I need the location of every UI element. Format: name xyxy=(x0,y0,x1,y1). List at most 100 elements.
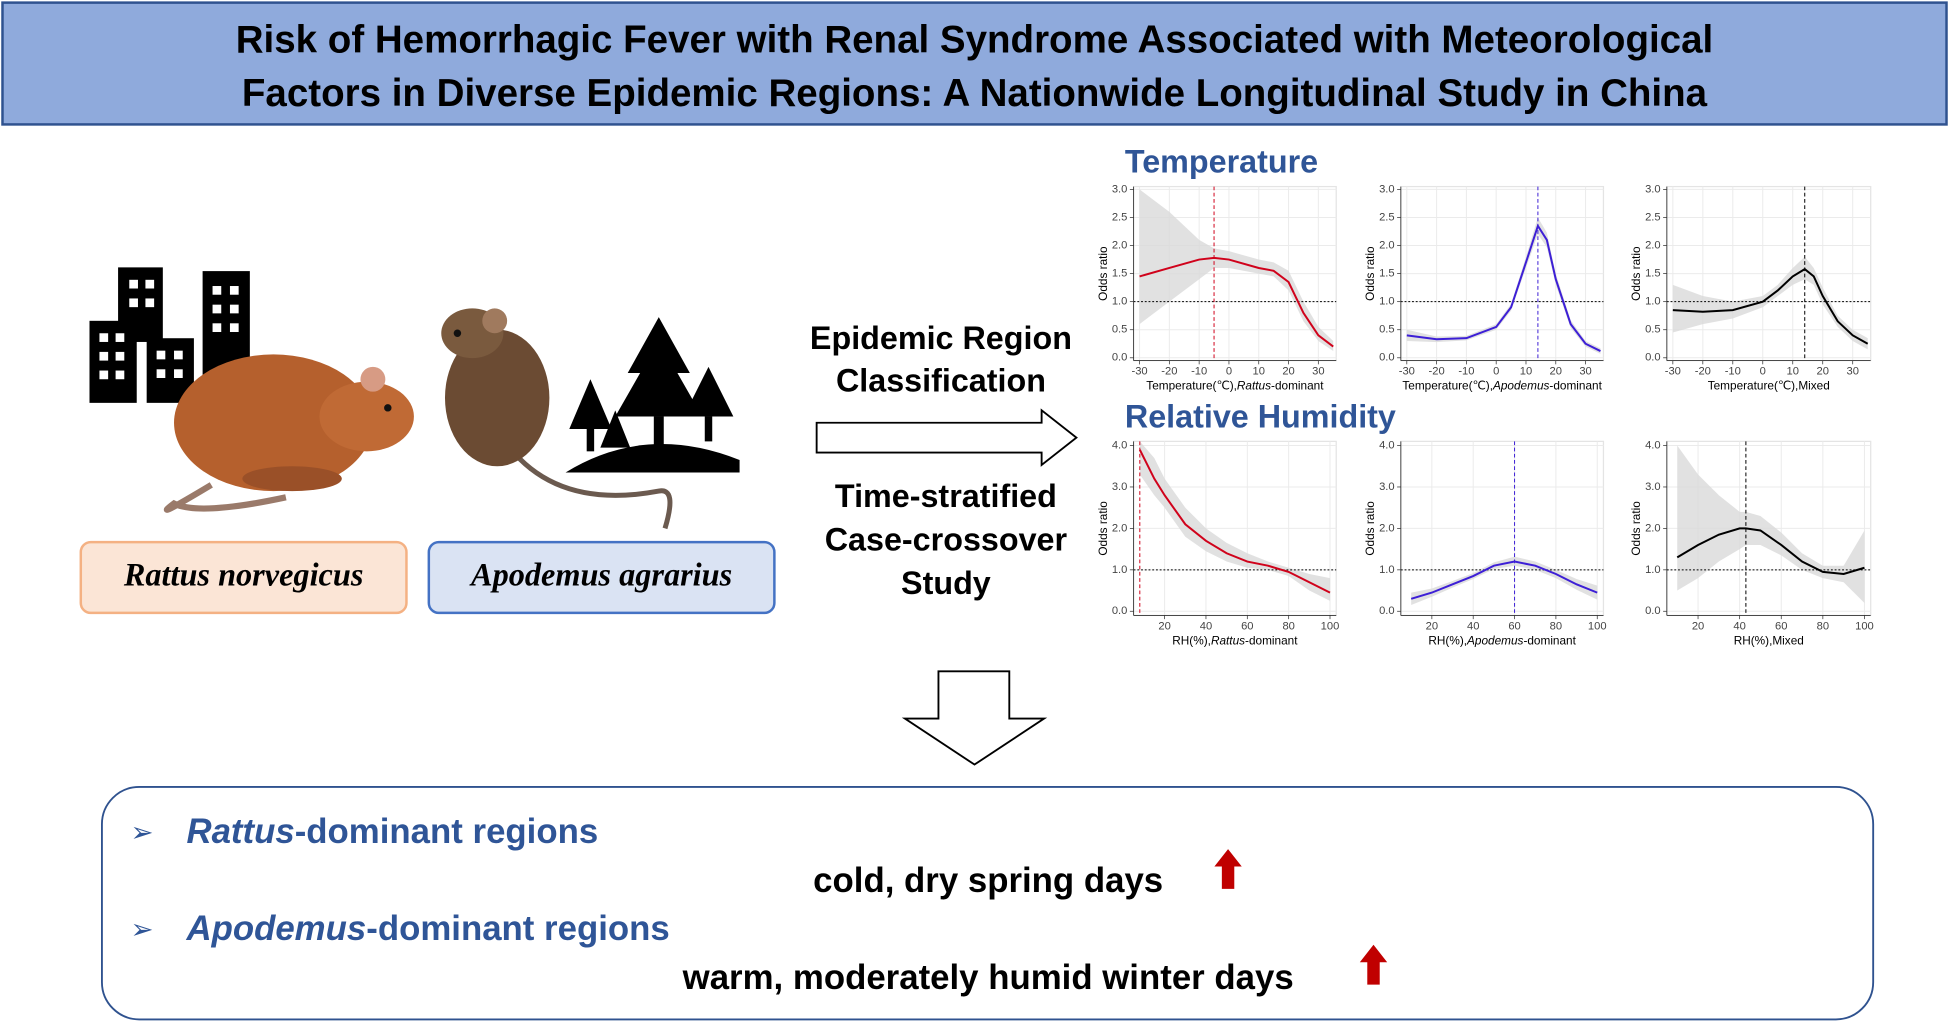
trees-icon xyxy=(565,317,740,473)
x-tick-label: 80 xyxy=(1282,621,1294,633)
or-curve xyxy=(1410,560,1598,600)
x-tick-label: 20 xyxy=(1692,621,1704,633)
section-title: Temperature xyxy=(1125,144,1318,180)
or-curve xyxy=(1139,256,1334,348)
y-tick-label: 1.0 xyxy=(1645,296,1661,308)
y-axis-label: Odds ratio xyxy=(1629,501,1643,556)
confidence-band xyxy=(1411,556,1598,606)
x-axis-label: Temperature(℃),Rattus-dominant xyxy=(1146,379,1324,393)
chart: 0.0 1.0 2.0 3.0 4.0 20 40 60 80 100 Odds ratio RH(%… xyxy=(1629,439,1874,647)
chart: 0.0 1.0 2.0 3.0 4.0 20 40 60 80 100 Odds ratio RH(%… xyxy=(1363,439,1606,647)
x-label-part: -dominant xyxy=(1245,634,1298,648)
y-tick-label: 0.0 xyxy=(1645,352,1661,364)
or-curve xyxy=(1406,223,1601,352)
method-text: Epidemic Region xyxy=(810,320,1072,356)
bullet: ➢ xyxy=(131,816,154,847)
x-tick-label: 20 xyxy=(1817,366,1829,378)
x-tick-label: 100 xyxy=(1321,621,1340,633)
y-tick-label: 2.0 xyxy=(1379,239,1395,251)
y-tick-label: 1.5 xyxy=(1379,268,1395,280)
y-axis-label: Odds ratio xyxy=(1363,501,1377,556)
x-label-part: -dominant xyxy=(1271,379,1324,393)
species-label: Rattus norvegicus xyxy=(123,557,364,593)
right-arrow xyxy=(815,408,1078,467)
x-axis-label: RH(%),Rattus-dominant xyxy=(1172,634,1298,648)
x-tick-label: 30 xyxy=(1579,366,1591,378)
summary-finding: cold, dry spring days xyxy=(813,861,1163,900)
x-label-part: RH(%), xyxy=(1172,634,1211,648)
chart: 0.0 1.0 2.0 3.0 4.0 20 40 60 80 100 Odds ratio RH(%… xyxy=(1096,439,1339,647)
x-tick-label: 80 xyxy=(1550,621,1562,633)
x-label-part: -dominant xyxy=(1523,634,1576,648)
y-tick-label: 2.0 xyxy=(1645,239,1661,251)
x-tick-label: 100 xyxy=(1588,621,1607,633)
heading-rest: -dominant regions xyxy=(295,812,599,851)
x-axis-label: Temperature(℃),Mixed xyxy=(1708,379,1830,393)
x-tick-label: 60 xyxy=(1241,621,1253,633)
section-title: Relative Humidity xyxy=(1125,399,1396,435)
species-label: Apodemus agrarius xyxy=(469,557,732,593)
chart: 0.0 0.5 1.0 1.5 2.0 2.5 3.0 -30 -20 -10 0 10 20 30 Odd… xyxy=(1629,183,1872,393)
species-box xyxy=(427,540,776,615)
x-label-part: Temperature(℃), xyxy=(1402,379,1493,393)
y-tick-label: 0.0 xyxy=(1645,605,1661,617)
x-tick-label: 60 xyxy=(1508,621,1520,633)
summary-heading: Rattus-dominant regions xyxy=(186,812,598,851)
x-tick-label: 40 xyxy=(1200,621,1212,633)
title-box xyxy=(1,1,1948,126)
y-tick-label: 3.0 xyxy=(1112,481,1128,493)
confidence-band xyxy=(1677,445,1865,603)
x-tick-label: 10 xyxy=(1253,366,1265,378)
x-tick-label: 0 xyxy=(1760,366,1766,378)
heading-italic: Apodemus xyxy=(185,909,366,948)
or-curve xyxy=(1676,527,1865,575)
y-tick-label: 1.0 xyxy=(1112,296,1128,308)
x-tick-label: 20 xyxy=(1550,366,1562,378)
method-text: Classification xyxy=(836,363,1046,399)
summary-box xyxy=(100,786,1875,1021)
x-axis-label: Temperature(℃),Apodemus-dominant xyxy=(1402,379,1602,393)
y-tick-label: 4.0 xyxy=(1112,439,1128,451)
x-tick-label: -30 xyxy=(1399,366,1415,378)
x-tick-label: -20 xyxy=(1695,366,1711,378)
buildings-icon xyxy=(89,267,250,403)
x-label-part: RH(%), xyxy=(1428,634,1467,648)
chart: 0.0 0.5 1.0 1.5 2.0 2.5 3.0 -30 -20 -10 0 10 20 30 Odd… xyxy=(1096,183,1337,393)
y-tick-label: 2.5 xyxy=(1379,211,1395,223)
method-text: Study xyxy=(901,565,991,601)
y-tick-label: 2.5 xyxy=(1645,211,1661,223)
y-tick-label: 1.5 xyxy=(1645,268,1661,280)
x-tick-label: -10 xyxy=(1191,366,1207,378)
y-tick-label: 0.0 xyxy=(1379,605,1395,617)
x-label-part: Rattus xyxy=(1211,634,1245,648)
y-tick-label: 1.0 xyxy=(1379,296,1395,308)
x-tick-label: -20 xyxy=(1161,366,1177,378)
x-label-part: Apodemus xyxy=(1466,634,1523,648)
x-axis-label: RH(%),Mixed xyxy=(1734,634,1804,648)
y-tick-label: 2.0 xyxy=(1112,239,1128,251)
x-label-part: Temperature(℃),Mixed xyxy=(1708,379,1830,393)
y-tick-label: 3.0 xyxy=(1645,183,1661,195)
mouse-illustration xyxy=(441,308,673,530)
y-tick-label: 4.0 xyxy=(1379,439,1395,451)
x-tick-label: 100 xyxy=(1855,621,1874,633)
x-axis-label: RH(%),Apodemus-dominant xyxy=(1428,634,1576,648)
confidence-band xyxy=(1139,189,1334,352)
x-tick-label: -10 xyxy=(1725,366,1741,378)
method-text: Time-stratified xyxy=(835,478,1057,514)
x-label-part: Rattus xyxy=(1237,379,1271,393)
x-label-part: RH(%),Mixed xyxy=(1734,634,1804,648)
y-tick-label: 2.0 xyxy=(1379,522,1395,534)
y-tick-label: 0.5 xyxy=(1379,324,1395,336)
x-tick-label: 10 xyxy=(1787,366,1799,378)
y-tick-label: 0.5 xyxy=(1112,324,1128,336)
y-axis-label: Odds ratio xyxy=(1096,501,1110,556)
title-line: Factors in Diverse Epidemic Regions: A N… xyxy=(242,72,1708,115)
confidence-band xyxy=(1672,256,1868,350)
y-tick-label: 1.0 xyxy=(1645,564,1661,576)
y-axis-label: Odds ratio xyxy=(1629,246,1643,301)
x-tick-label: 20 xyxy=(1158,621,1170,633)
y-tick-label: 0.0 xyxy=(1379,352,1395,364)
y-tick-label: 2.0 xyxy=(1645,522,1661,534)
